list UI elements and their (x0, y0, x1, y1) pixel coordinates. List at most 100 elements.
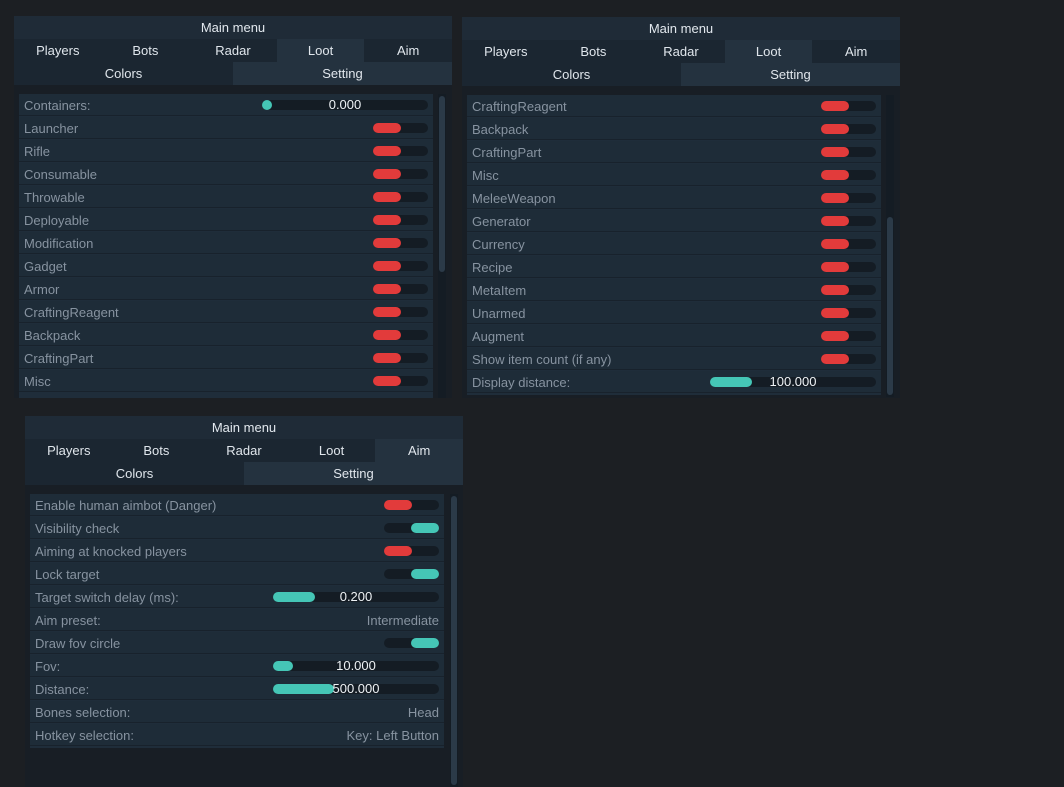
backpack-toggle[interactable] (373, 330, 428, 340)
scrollbar[interactable] (450, 494, 458, 787)
misc-toggle[interactable] (373, 376, 428, 386)
setting-label: Containers: (24, 98, 91, 113)
consumable-toggle[interactable] (373, 169, 428, 179)
panel-title[interactable]: Main menu (462, 17, 900, 40)
setting-label: Launcher (24, 121, 79, 136)
tab-colors[interactable]: Colors (552, 67, 591, 82)
currency-toggle[interactable] (821, 239, 876, 249)
launcher-toggle[interactable] (373, 123, 428, 133)
panel-title[interactable]: Main menu (25, 416, 463, 439)
toggle-knob (373, 238, 401, 248)
craftingreagent-toggle[interactable] (821, 101, 876, 111)
show-item-count-toggle[interactable] (821, 354, 876, 364)
tab-radar[interactable]: Radar (226, 443, 262, 458)
row-modification: Modification (19, 232, 433, 254)
rifle-toggle[interactable] (373, 146, 428, 156)
setting-label: Throwable (24, 190, 85, 205)
tab-loot[interactable]: Loot (724, 40, 813, 63)
tab-colors[interactable]: Colors (104, 66, 143, 81)
tab-aim[interactable]: Aim (844, 44, 868, 59)
tab-radar[interactable]: Radar (663, 44, 699, 59)
visibility-check-toggle[interactable] (384, 523, 439, 533)
toggle-knob (373, 192, 401, 202)
lock-target-toggle[interactable] (384, 569, 439, 579)
hotkey-selection-value[interactable]: Key: Left Button (346, 728, 439, 743)
tab-aim[interactable]: Aim (375, 439, 463, 462)
tab-setting[interactable]: Setting (233, 62, 452, 85)
row-meleeweapon: MeleeWeapon (467, 187, 881, 209)
target-switch-delay-slider[interactable]: 0.200 (273, 589, 439, 604)
scrollbar-thumb[interactable] (451, 496, 457, 785)
backpack-toggle[interactable] (821, 124, 876, 134)
row-aim-preset[interactable]: Aim preset: Intermediate (30, 609, 444, 631)
row-lock-target: Lock target (30, 563, 444, 585)
tab-setting[interactable]: Setting (244, 462, 463, 485)
aim-knocked-toggle[interactable] (384, 546, 439, 556)
toggle-knob (821, 331, 849, 341)
gadget-toggle[interactable] (373, 261, 428, 271)
tab-colors[interactable]: Colors (115, 466, 154, 481)
row-augment: Augment (467, 325, 881, 347)
toggle-knob (821, 147, 849, 157)
fov-slider[interactable]: 10.000 (273, 658, 439, 673)
recipe-toggle[interactable] (821, 262, 876, 272)
craftingpart-toggle[interactable] (821, 147, 876, 157)
distance-slider[interactable]: 500.000 (273, 681, 439, 696)
setting-label: Modification (24, 236, 94, 251)
bones-selection-value[interactable]: Head (407, 705, 439, 720)
slider-value: 0.200 (339, 589, 373, 604)
scrollbar-thumb[interactable] (439, 96, 445, 272)
tab-loot[interactable]: Loot (318, 443, 345, 458)
unarmed-toggle[interactable] (821, 308, 876, 318)
modification-toggle[interactable] (373, 238, 428, 248)
enable-aimbot-toggle[interactable] (384, 500, 439, 510)
generator-toggle[interactable] (821, 216, 876, 226)
augment-toggle[interactable] (821, 331, 876, 341)
tab-players[interactable]: Players (36, 43, 80, 58)
loot-menu-panel-2: Main menu Players Bots Radar Loot Aim Co… (462, 17, 900, 398)
throwable-toggle[interactable] (373, 192, 428, 202)
main-tabs: Players Bots Radar Loot Aim (25, 439, 463, 462)
scrollbar-thumb[interactable] (887, 217, 893, 395)
toggle-knob (821, 354, 849, 364)
tab-players[interactable]: Players (47, 443, 91, 458)
deployable-toggle[interactable] (373, 215, 428, 225)
tab-bots[interactable]: Bots (580, 44, 607, 59)
tab-radar[interactable]: Radar (215, 43, 251, 58)
metaitem-toggle[interactable] (821, 285, 876, 295)
craftingreagent-toggle[interactable] (373, 307, 428, 317)
craftingpart-toggle[interactable] (373, 353, 428, 363)
misc-toggle[interactable] (821, 170, 876, 180)
tab-players[interactable]: Players (484, 44, 528, 59)
armor-toggle[interactable] (373, 284, 428, 294)
tab-bots[interactable]: Bots (143, 443, 170, 458)
containers-slider[interactable]: 0.000 (262, 97, 428, 112)
meleeweapon-toggle[interactable] (821, 193, 876, 203)
tab-loot[interactable]: Loot (276, 39, 365, 62)
scrollbar[interactable] (438, 94, 446, 398)
draw-fov-circle-toggle[interactable] (384, 638, 439, 648)
setting-label: Backpack (472, 122, 529, 137)
tab-aim[interactable]: Aim (396, 43, 420, 58)
row-display-distance: Display distance: 100.000 (467, 371, 881, 393)
tab-setting[interactable]: Setting (681, 63, 900, 86)
scrollbar[interactable] (886, 95, 894, 397)
setting-label: Armor (24, 282, 60, 297)
toggle-knob (821, 239, 849, 249)
setting-label: CraftingPart (24, 351, 94, 366)
setting-label: Aiming at knocked players (35, 544, 187, 559)
aim-preset-value[interactable]: Intermediate (366, 613, 439, 628)
row-armor: Armor (19, 278, 433, 300)
setting-label: Currency (472, 237, 525, 252)
slider-value: 10.000 (336, 658, 376, 673)
row-hotkey-selection[interactable]: Hotkey selection: Key: Left Button (30, 724, 444, 746)
toggle-knob (821, 124, 849, 134)
display-distance-slider[interactable]: 100.000 (710, 374, 876, 389)
row-bones-selection[interactable]: Bones selection: Head (30, 701, 444, 723)
slider-value: 500.000 (332, 681, 380, 696)
tab-bots[interactable]: Bots (132, 43, 159, 58)
row-deployable: Deployable (19, 209, 433, 231)
toggle-knob (411, 569, 439, 579)
panel-title[interactable]: Main menu (14, 16, 452, 39)
row-metaitem: MetaItem (467, 279, 881, 301)
